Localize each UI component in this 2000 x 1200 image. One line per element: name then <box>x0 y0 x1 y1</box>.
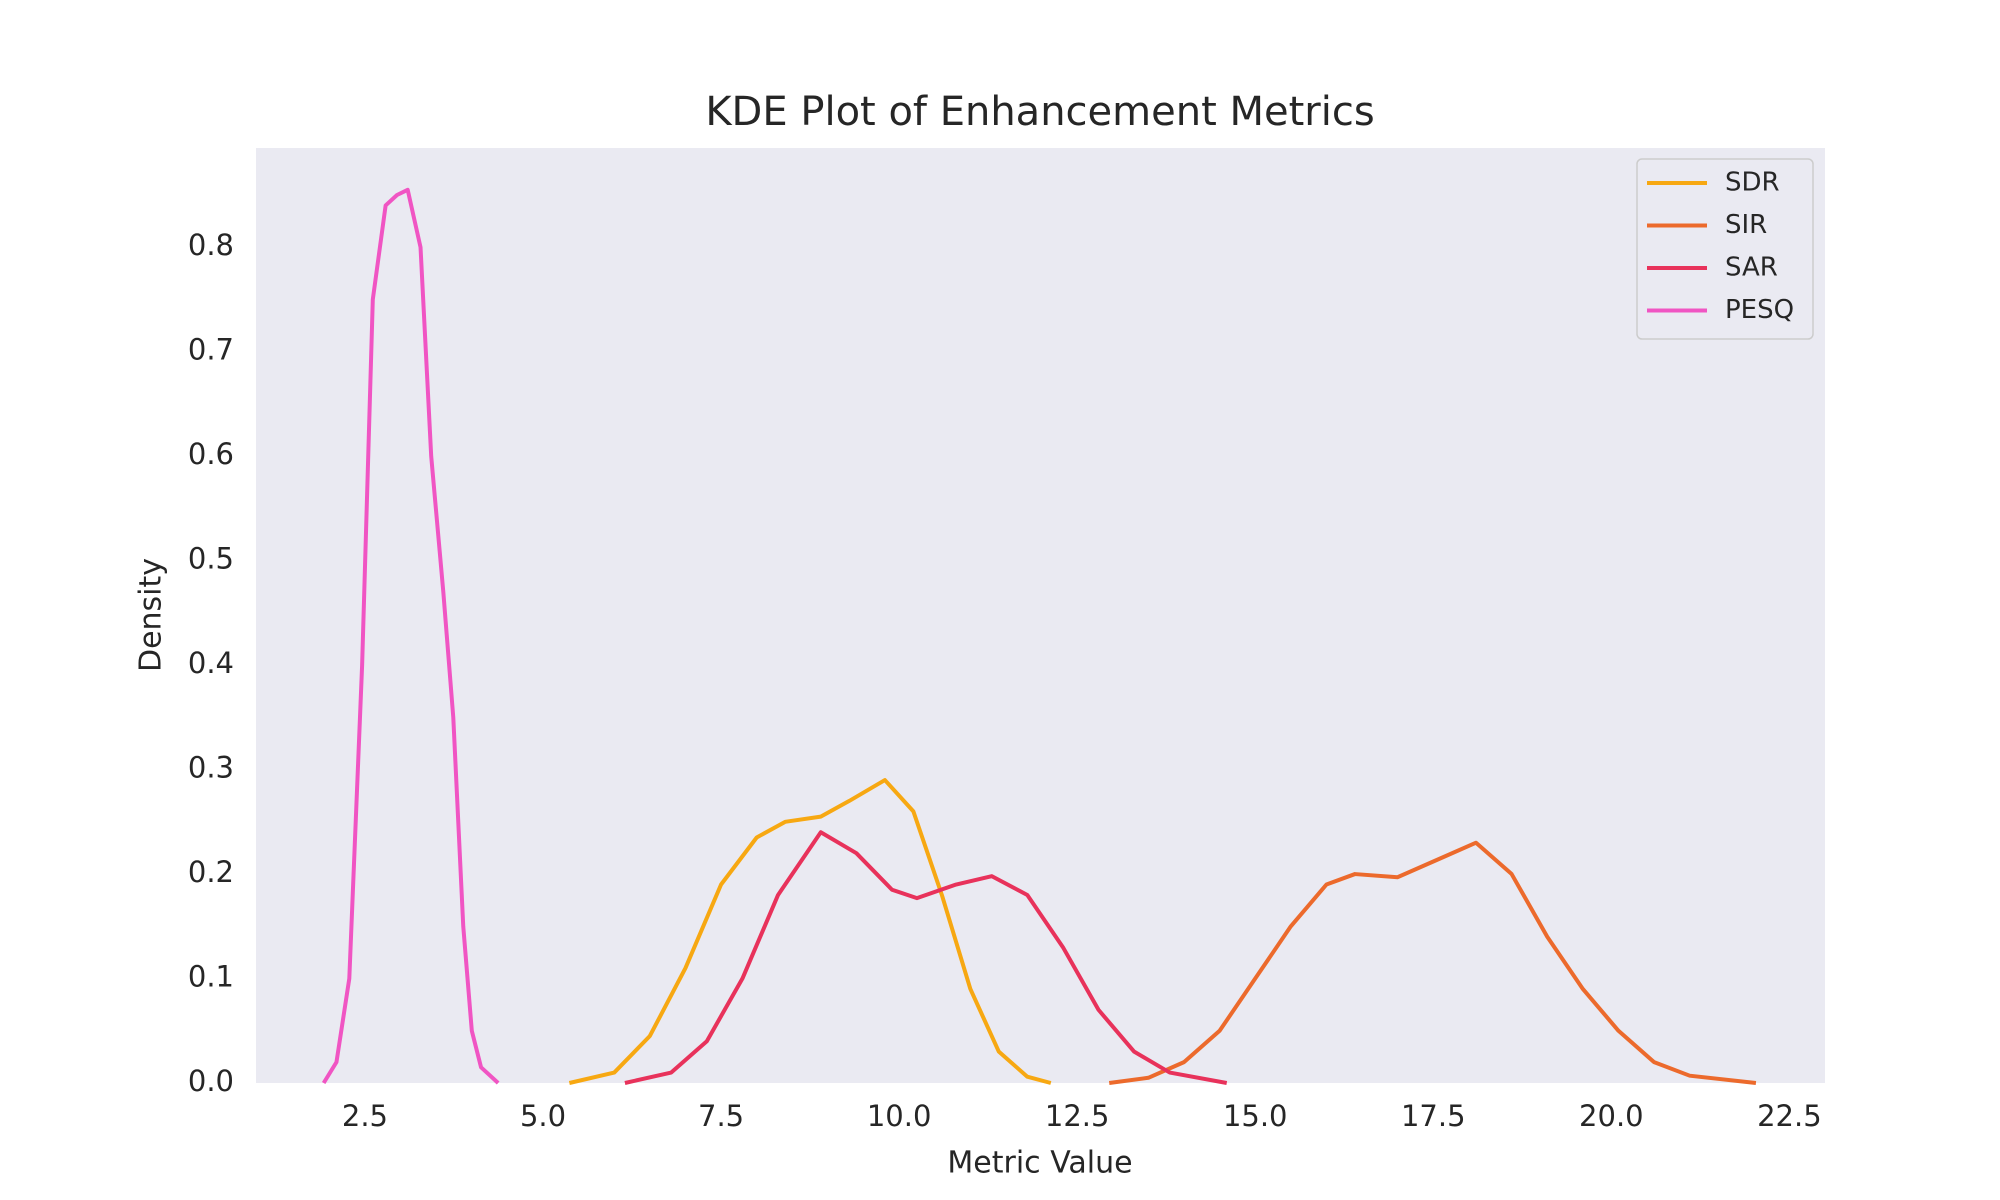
x-tick-label: 20.0 <box>1579 1099 1644 1133</box>
plot-area <box>256 148 1825 1083</box>
legend-label: SIR <box>1725 210 1767 240</box>
x-tick-label: 5.0 <box>520 1099 566 1133</box>
x-tick-label: 17.5 <box>1401 1099 1466 1133</box>
legend-label: SAR <box>1725 253 1778 283</box>
legend-box <box>1636 158 1814 340</box>
x-tick-label: 7.5 <box>698 1099 744 1133</box>
legend-label: SDR <box>1725 168 1780 198</box>
y-tick-label: 0.5 <box>188 542 234 576</box>
x-tick-label: 22.5 <box>1757 1099 1822 1133</box>
y-tick-label: 0.3 <box>188 751 234 785</box>
y-axis-label: Density <box>134 558 169 672</box>
y-tick-label: 0.7 <box>188 333 234 367</box>
kde-line <box>624 830 1228 1085</box>
x-tick-label: 10.0 <box>867 1099 932 1133</box>
legend: SDR SIR SAR PESQ <box>1636 158 1814 340</box>
y-tick-label: 0.0 <box>188 1064 234 1098</box>
y-tick-label: 0.1 <box>188 960 234 994</box>
y-tick-label: 0.4 <box>188 646 234 680</box>
kde-line <box>321 187 500 1085</box>
kde-line <box>1108 840 1757 1085</box>
legend-label: PESQ <box>1725 295 1794 325</box>
chart-title: KDE Plot of Enhancement Metrics <box>705 89 1374 135</box>
y-tick-label: 0.2 <box>188 855 234 889</box>
x-axis-label: Metric Value <box>947 1146 1132 1181</box>
x-tick-label: 15.0 <box>1223 1099 1288 1133</box>
x-tick-label: 2.5 <box>342 1099 388 1133</box>
kde-line <box>568 778 1052 1085</box>
curves <box>321 187 1757 1085</box>
y-tick-label: 0.8 <box>188 228 234 262</box>
y-tick-label: 0.6 <box>188 437 234 471</box>
x-tick-label: 12.5 <box>1045 1099 1110 1133</box>
